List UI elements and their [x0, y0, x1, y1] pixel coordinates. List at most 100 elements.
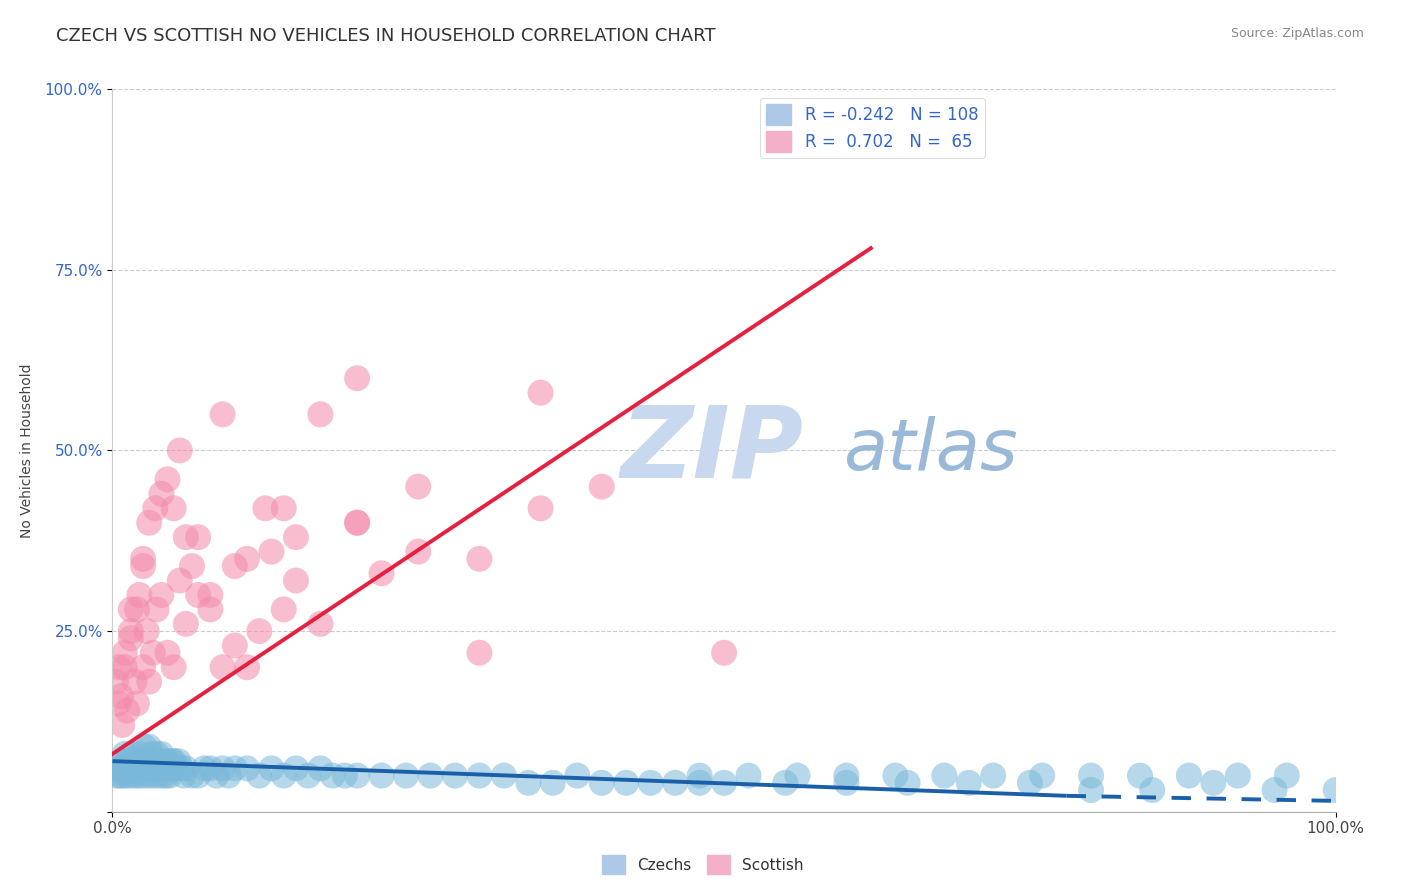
- Point: [115, 754, 138, 768]
- Point: [111, 769, 134, 783]
- Point: [110, 689, 132, 703]
- Point: [105, 769, 128, 783]
- Y-axis label: No Vehicles in Household: No Vehicles in Household: [20, 363, 34, 538]
- Point: [1031, 769, 1053, 783]
- Point: [957, 776, 980, 790]
- Text: atlas: atlas: [842, 416, 1018, 485]
- Point: [135, 754, 157, 768]
- Point: [408, 544, 430, 558]
- Point: [346, 516, 368, 530]
- Point: [114, 747, 136, 761]
- Point: [156, 761, 179, 775]
- Point: [150, 588, 173, 602]
- Point: [159, 769, 181, 783]
- Point: [120, 602, 142, 616]
- Point: [115, 769, 138, 783]
- Point: [138, 739, 160, 754]
- Point: [143, 501, 166, 516]
- Point: [187, 588, 209, 602]
- Point: [127, 769, 149, 783]
- Point: [254, 501, 277, 516]
- Point: [236, 551, 259, 566]
- Point: [529, 501, 551, 516]
- Point: [1178, 769, 1201, 783]
- Point: [1264, 783, 1286, 797]
- Point: [163, 660, 186, 674]
- Point: [689, 776, 711, 790]
- Point: [169, 443, 191, 458]
- Point: [737, 769, 759, 783]
- Point: [200, 761, 222, 775]
- Point: [145, 747, 167, 761]
- Point: [284, 574, 308, 588]
- Point: [1142, 783, 1164, 797]
- Point: [114, 660, 136, 674]
- Point: [107, 761, 129, 775]
- Point: [370, 566, 392, 581]
- Text: CZECH VS SCOTTISH NO VEHICLES IN HOUSEHOLD CORRELATION CHART: CZECH VS SCOTTISH NO VEHICLES IN HOUSEHO…: [56, 27, 716, 45]
- Point: [492, 769, 515, 783]
- Point: [260, 761, 283, 775]
- Point: [111, 718, 134, 732]
- Point: [163, 754, 186, 768]
- Point: [1202, 776, 1225, 790]
- Point: [132, 660, 155, 674]
- Point: [156, 646, 179, 660]
- Point: [541, 776, 564, 790]
- Point: [1226, 769, 1249, 783]
- Point: [260, 544, 283, 558]
- Point: [163, 501, 186, 516]
- Point: [120, 747, 142, 761]
- Point: [139, 761, 162, 775]
- Point: [181, 769, 204, 783]
- Point: [170, 761, 193, 775]
- Point: [346, 516, 368, 530]
- Point: [125, 602, 148, 616]
- Point: [110, 754, 132, 768]
- Point: [153, 761, 176, 775]
- Point: [468, 551, 491, 566]
- Point: [157, 754, 180, 768]
- Point: [408, 480, 430, 494]
- Point: [114, 646, 136, 660]
- Point: [134, 761, 156, 775]
- Point: [444, 769, 467, 783]
- Point: [128, 588, 150, 602]
- Point: [169, 574, 191, 588]
- Point: [132, 559, 155, 574]
- Point: [200, 602, 222, 616]
- Point: [273, 769, 295, 783]
- Point: [124, 769, 146, 783]
- Point: [125, 754, 148, 768]
- Point: [224, 761, 246, 775]
- Point: [211, 407, 233, 421]
- Point: [107, 696, 129, 710]
- Point: [193, 761, 215, 775]
- Point: [125, 696, 148, 710]
- Point: [395, 769, 418, 783]
- Point: [247, 769, 270, 783]
- Point: [205, 769, 228, 783]
- Point: [143, 754, 166, 768]
- Point: [284, 761, 308, 775]
- Point: [156, 472, 179, 486]
- Point: [181, 559, 204, 574]
- Point: [117, 761, 139, 775]
- Point: [322, 769, 344, 783]
- Point: [591, 776, 613, 790]
- Point: [107, 660, 129, 674]
- Point: [934, 769, 956, 783]
- Point: [419, 769, 441, 783]
- Point: [121, 761, 143, 775]
- Point: [148, 754, 170, 768]
- Point: [713, 776, 735, 790]
- Point: [346, 769, 368, 783]
- Point: [132, 551, 155, 566]
- Point: [145, 602, 167, 616]
- Point: [120, 624, 142, 639]
- Point: [468, 646, 491, 660]
- Point: [112, 761, 135, 775]
- Point: [247, 624, 270, 639]
- Point: [174, 616, 197, 631]
- Point: [115, 704, 138, 718]
